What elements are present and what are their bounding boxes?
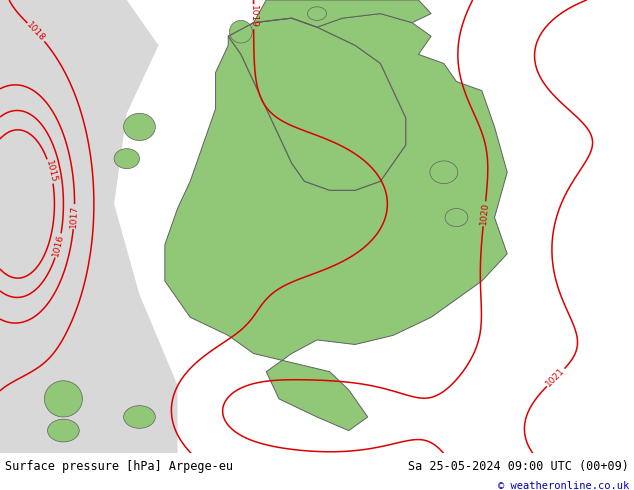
Text: Surface pressure [hPa] Arpege-eu: Surface pressure [hPa] Arpege-eu bbox=[5, 460, 233, 473]
Text: 1021: 1021 bbox=[545, 366, 567, 389]
Ellipse shape bbox=[124, 113, 155, 141]
Polygon shape bbox=[165, 14, 507, 431]
Ellipse shape bbox=[114, 148, 139, 169]
Text: 1017: 1017 bbox=[69, 205, 79, 228]
Text: 1019: 1019 bbox=[249, 5, 258, 28]
Polygon shape bbox=[254, 0, 431, 27]
Ellipse shape bbox=[430, 161, 458, 184]
Ellipse shape bbox=[44, 381, 82, 417]
Text: 1015: 1015 bbox=[44, 159, 58, 184]
Text: © weatheronline.co.uk: © weatheronline.co.uk bbox=[498, 481, 629, 490]
Ellipse shape bbox=[230, 21, 252, 43]
Ellipse shape bbox=[124, 406, 155, 428]
Ellipse shape bbox=[307, 7, 327, 21]
Ellipse shape bbox=[48, 419, 79, 442]
Text: 1018: 1018 bbox=[25, 21, 47, 44]
Text: 1020: 1020 bbox=[479, 202, 490, 225]
Text: Sa 25-05-2024 09:00 UTC (00+09): Sa 25-05-2024 09:00 UTC (00+09) bbox=[408, 460, 629, 473]
Text: 1016: 1016 bbox=[51, 233, 66, 258]
Polygon shape bbox=[0, 0, 178, 453]
Ellipse shape bbox=[445, 209, 468, 226]
